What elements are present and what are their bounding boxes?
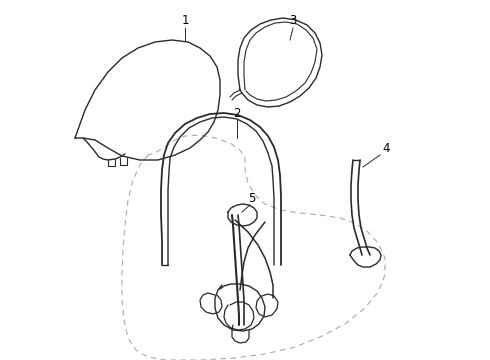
Text: 5: 5 xyxy=(248,192,256,204)
Text: 3: 3 xyxy=(289,14,296,27)
Text: 4: 4 xyxy=(382,141,390,154)
Text: 1: 1 xyxy=(181,14,189,27)
Text: 2: 2 xyxy=(233,107,241,120)
